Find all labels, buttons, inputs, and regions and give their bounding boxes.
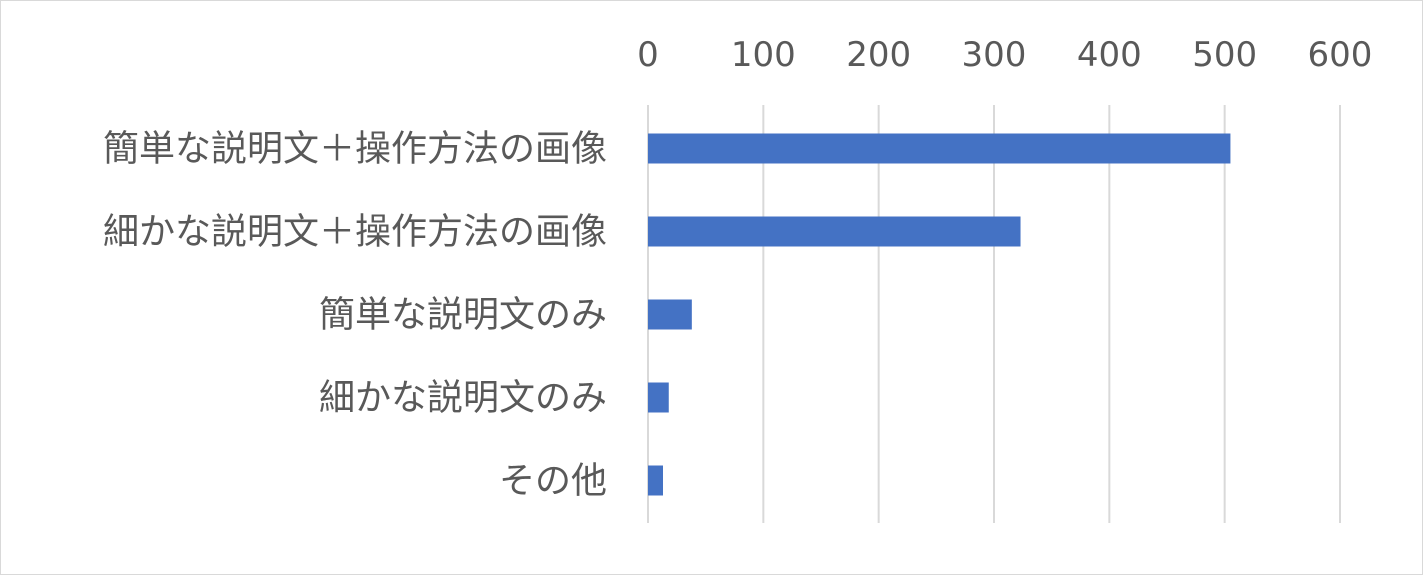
bar-1 — [648, 133, 1231, 164]
x-tick-label: 500 — [1192, 35, 1257, 75]
category-label: その他 — [499, 461, 607, 502]
x-tick-label: 200 — [846, 35, 911, 75]
bar-3 — [648, 299, 692, 330]
x-tick-label: 100 — [731, 35, 796, 75]
x-tick-label: 0 — [637, 35, 659, 75]
bars — [648, 133, 1231, 496]
category-label: 細かな説明文のみ — [319, 378, 607, 419]
category-labels: 簡単な説明文＋操作方法の画像細かな説明文＋操作方法の画像簡単な説明文のみ細かな説… — [103, 129, 607, 502]
gridlines — [647, 105, 1341, 523]
bar-2 — [648, 216, 1021, 247]
bar-5 — [648, 465, 663, 496]
x-tick-label: 300 — [962, 35, 1027, 75]
x-axis-tick-labels: 0 100 200 300 400 500 600 — [637, 35, 1372, 75]
category-label: 細かな説明文＋操作方法の画像 — [103, 212, 607, 253]
category-label: 簡単な説明文のみ — [319, 295, 607, 336]
category-label: 簡単な説明文＋操作方法の画像 — [103, 129, 607, 170]
bar-4 — [648, 382, 669, 413]
x-tick-label: 600 — [1308, 35, 1373, 75]
x-tick-label: 400 — [1077, 35, 1142, 75]
